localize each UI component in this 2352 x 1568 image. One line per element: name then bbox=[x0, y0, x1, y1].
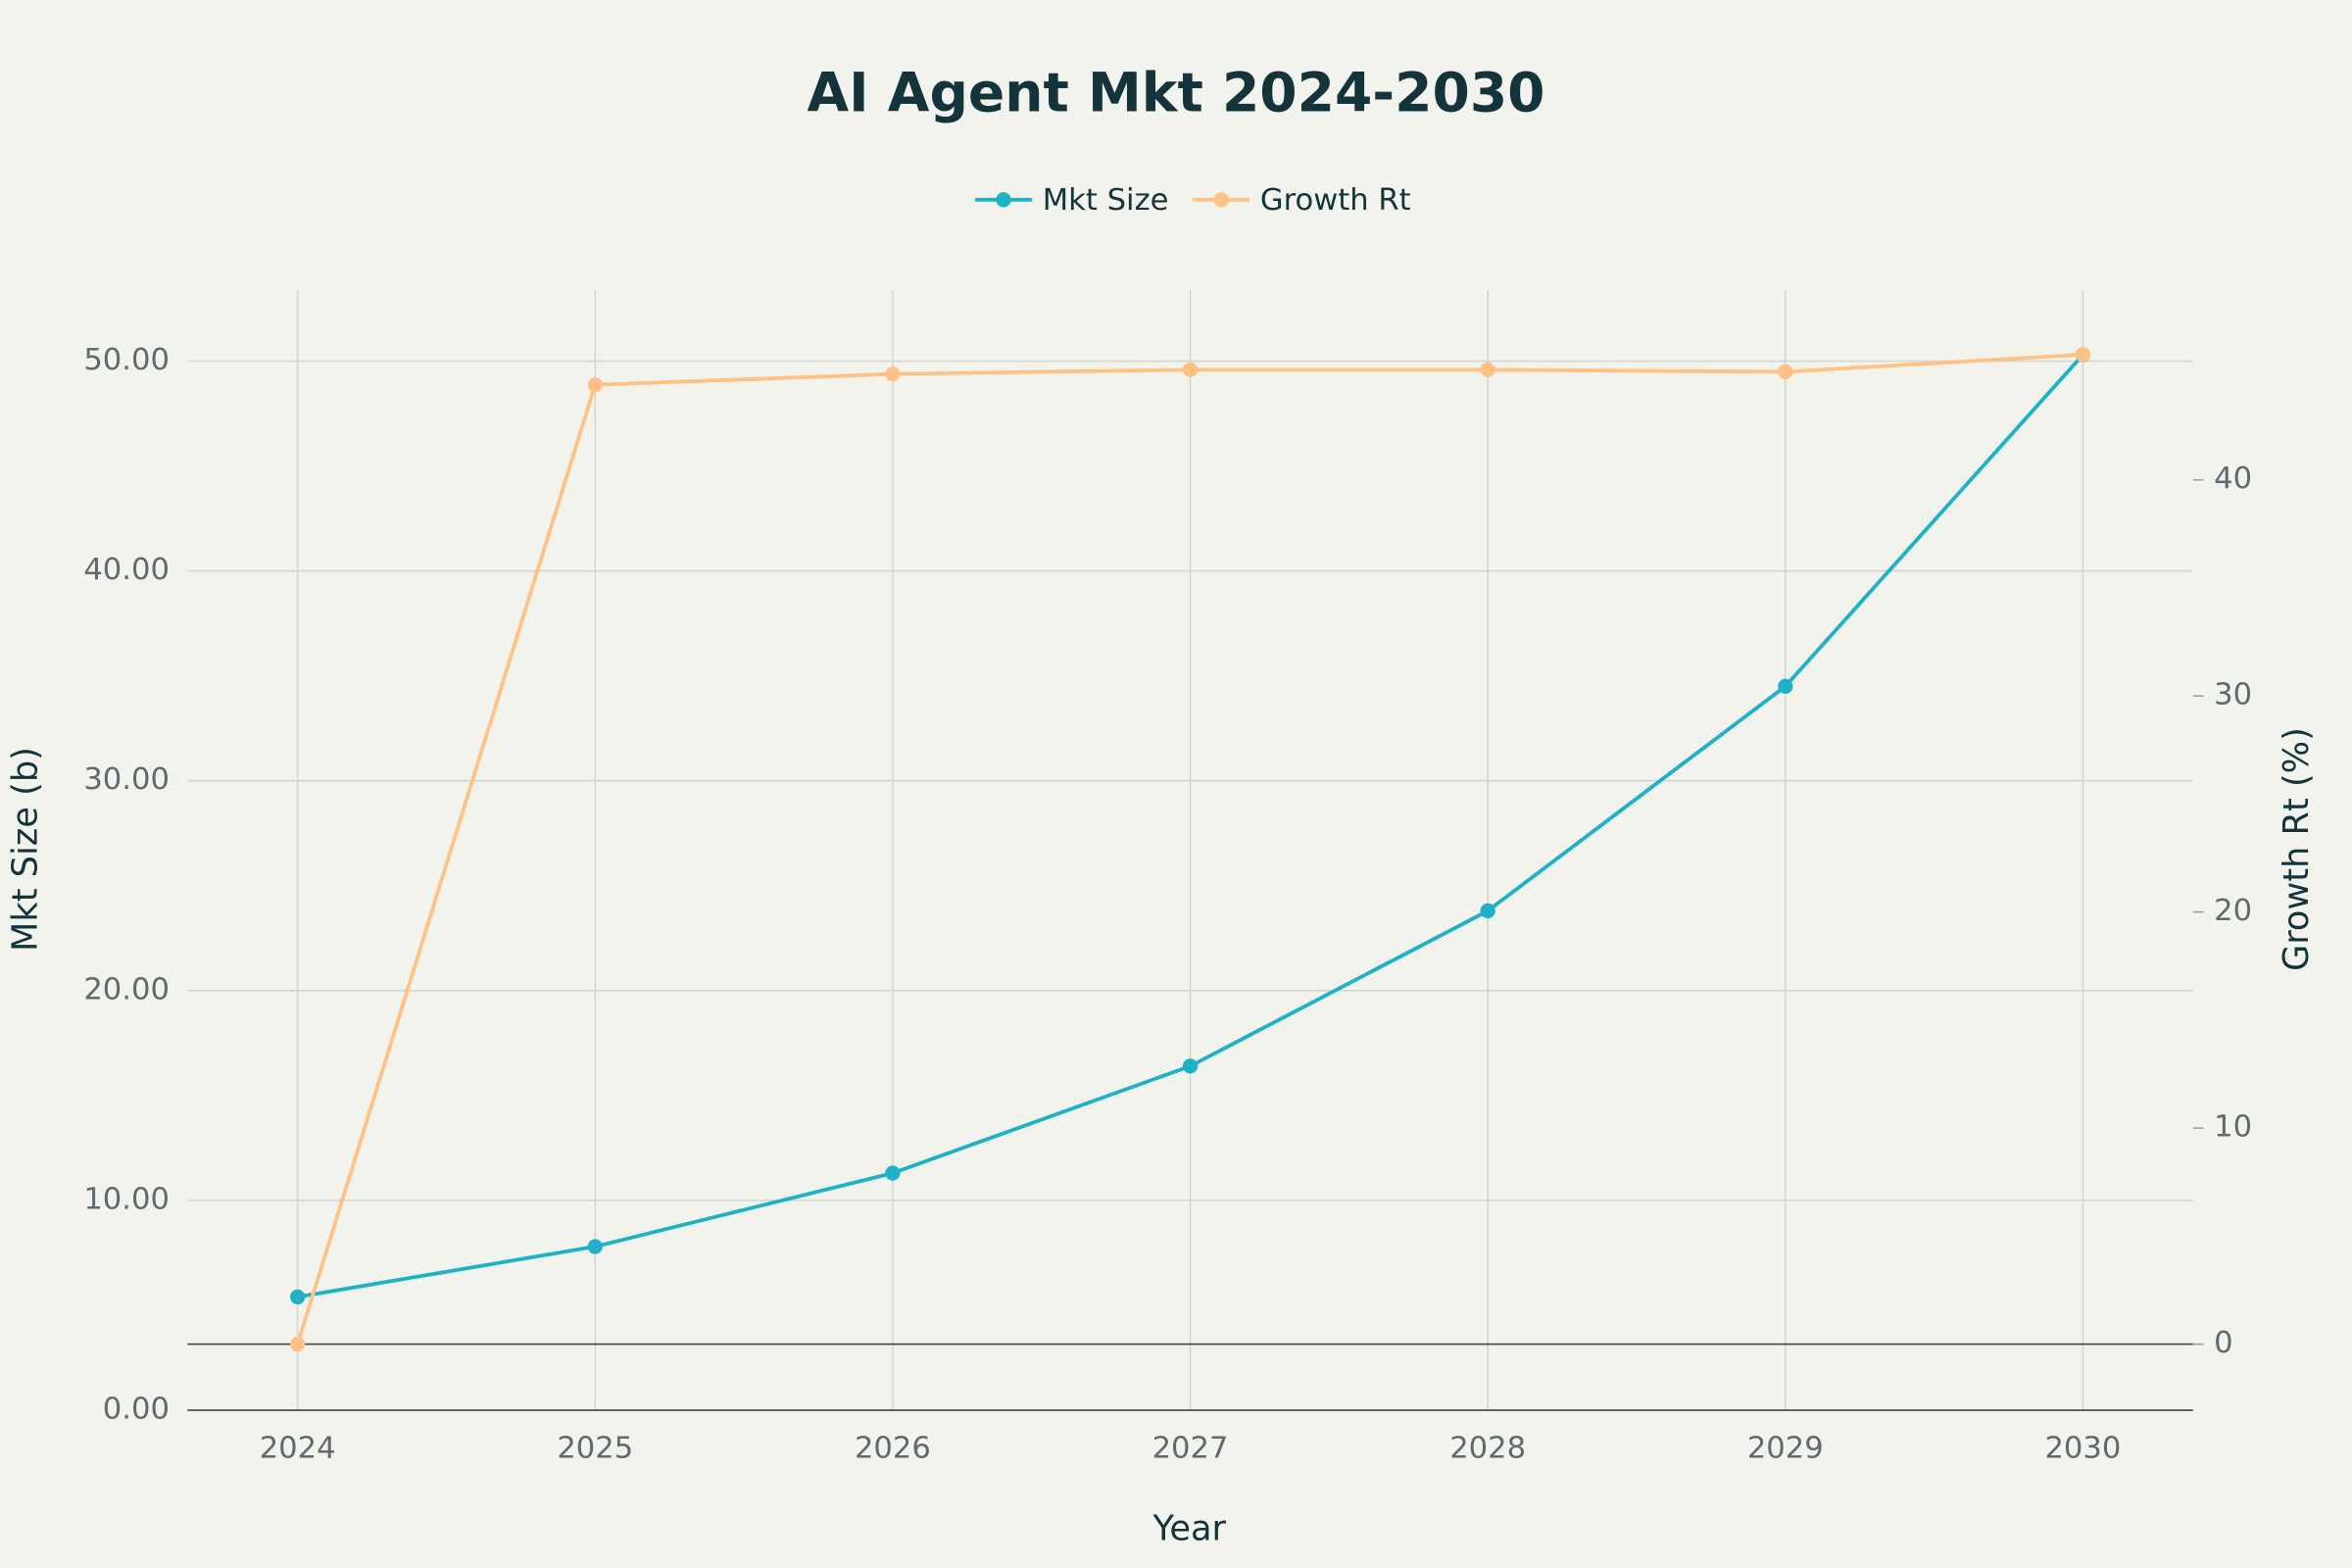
y-tick-label: 40.00 bbox=[83, 553, 170, 587]
data-point bbox=[885, 1165, 901, 1181]
x-tick-label: 2025 bbox=[557, 1431, 633, 1465]
y-tick-label: 30.00 bbox=[83, 762, 170, 797]
y2-tick-label: 40 bbox=[2214, 462, 2252, 496]
x-tick-label: 2024 bbox=[260, 1431, 336, 1465]
y2-tick-label: 30 bbox=[2214, 678, 2252, 712]
x-axis-title: Year bbox=[1152, 1508, 1227, 1548]
y-tick-label: 50.00 bbox=[83, 343, 170, 377]
data-point bbox=[1480, 903, 1495, 919]
x-tick-label: 2030 bbox=[2044, 1431, 2121, 1465]
y2-tick-label: 10 bbox=[2214, 1110, 2252, 1145]
y2-tick-label: 0 bbox=[2214, 1326, 2232, 1360]
legend-marker bbox=[1213, 192, 1229, 208]
legend-label: Growth Rt bbox=[1260, 183, 1411, 218]
y-tick-label: 20.00 bbox=[83, 972, 170, 1006]
x-tick-label: 2026 bbox=[855, 1431, 931, 1465]
data-point bbox=[290, 1336, 306, 1352]
legend-marker bbox=[996, 192, 1011, 208]
data-point bbox=[2075, 347, 2091, 363]
x-tick-label: 2029 bbox=[1747, 1431, 1824, 1465]
y2-axis-title: Growth Rt (%) bbox=[2277, 727, 2317, 971]
data-point bbox=[1182, 362, 1199, 377]
chart-title: AI Agent Mkt 2024-2030 bbox=[807, 61, 1544, 123]
legend-label: Mkt Size bbox=[1043, 183, 1169, 218]
data-point bbox=[587, 377, 603, 393]
legend: Mkt Size Growth Rt bbox=[974, 183, 1411, 218]
data-point bbox=[290, 1289, 306, 1305]
data-point bbox=[1182, 1058, 1199, 1074]
y-tick-label: 0.00 bbox=[103, 1393, 170, 1427]
y2-tick-label: 20 bbox=[2214, 894, 2252, 928]
data-point bbox=[885, 366, 901, 382]
data-point bbox=[1778, 364, 1793, 380]
x-tick-label: 2027 bbox=[1152, 1431, 1229, 1465]
data-point bbox=[1480, 362, 1495, 377]
x-tick-label: 2028 bbox=[1449, 1431, 1526, 1465]
y-tick-label: 10.00 bbox=[83, 1182, 170, 1216]
y-axis-title: Mkt Size (b) bbox=[6, 747, 46, 952]
data-point bbox=[587, 1239, 603, 1254]
data-point bbox=[1778, 678, 1793, 694]
